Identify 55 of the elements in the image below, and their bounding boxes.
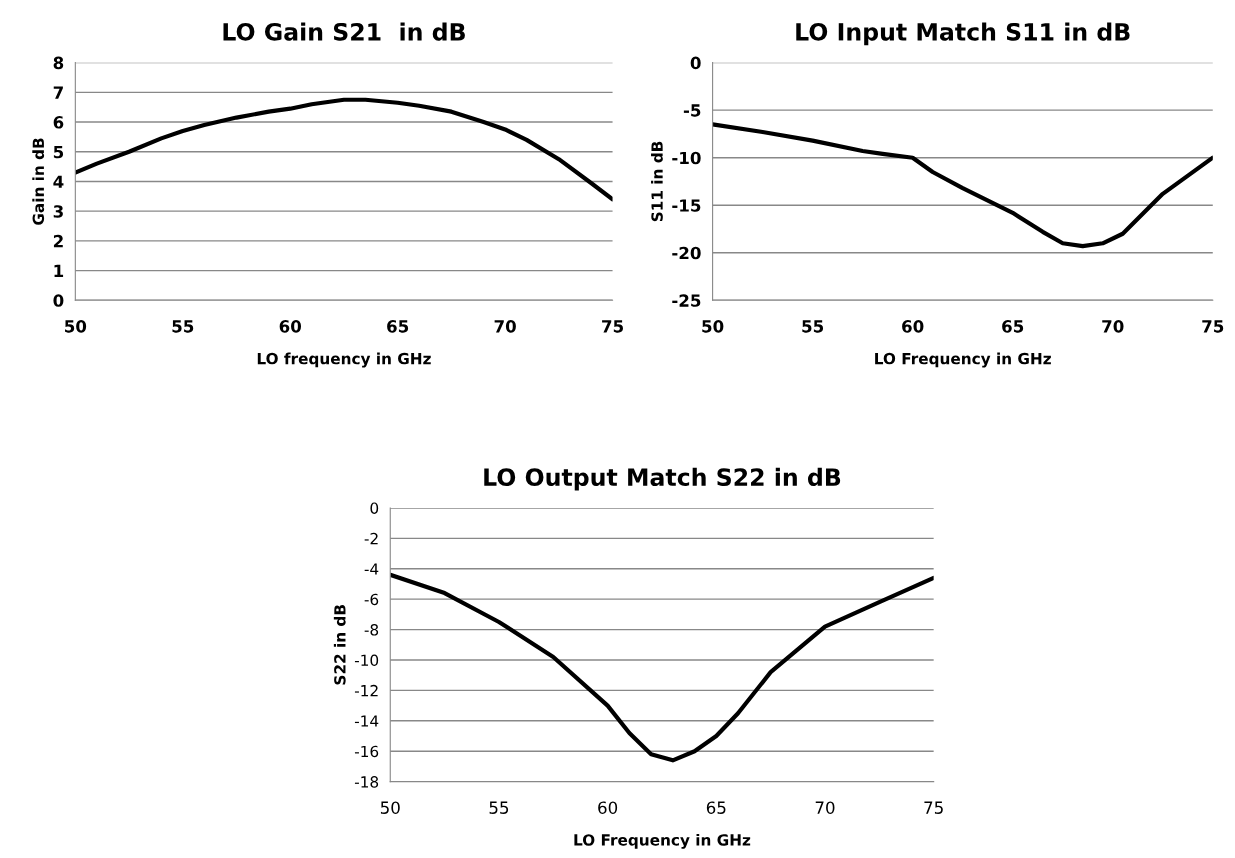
y-tick-label: -6 [364,593,379,606]
y-tick-label: 3 [53,205,63,218]
y-tick-label: 5 [53,145,64,159]
y-tick-label: -4 [364,563,379,575]
x-axis-title: LO Frequency in GHz [574,833,751,849]
y-axis-title: S11 in dB [651,141,663,222]
chart-title: LO Output Match S22 in dB [484,467,841,491]
y-tick-label: -18 [354,776,379,788]
x-tick-label: 50 [702,320,724,333]
x-axis-title: LO Frequency in GHz [875,352,1051,368]
x-tick-label: 70 [815,801,835,814]
chart-title: LO Input Match S11 in dB [796,22,1130,46]
x-tick-label: 75 [602,320,623,333]
y-tick-label: -10 [672,151,701,165]
x-tick-label: 55 [172,320,194,333]
line-series [390,572,934,763]
y-tick-label: 6 [53,116,64,129]
x-tick-label: 65 [706,801,726,814]
x-tick-label: 60 [902,320,924,333]
y-tick-label: 7 [53,86,63,99]
x-tick-label: 55 [489,801,509,814]
y-tick-label: 0 [690,56,701,70]
y-tick-label: 4 [53,175,64,188]
x-tick-label: 50 [380,801,400,814]
x-axis-title: LO frequency in GHz [257,352,431,368]
x-tick-label: 60 [598,801,618,814]
x-tick-label: 65 [1002,320,1024,333]
x-tick-label: 70 [1102,320,1124,333]
x-tick-label: 55 [802,320,824,333]
x-tick-label: 60 [279,320,302,333]
y-tick-label: -20 [672,246,701,260]
y-tick-label: -14 [354,715,379,727]
y-tick-label: -5 [683,104,701,117]
y-tick-label: -15 [672,199,701,212]
x-tick-label: 70 [494,320,516,333]
y-tick-label: 1 [54,264,64,277]
y-tick-label: 8 [53,56,64,70]
y-tick-label: -12 [354,684,378,697]
y-tick-label: 0 [370,502,379,514]
y-tick-label: -10 [354,654,379,667]
y-axis-title: S22 in dB [333,605,346,685]
chart-title: LO Gain S21 in dB [223,22,465,41]
y-tick-label: -8 [364,624,379,636]
y-tick-label: -25 [672,294,701,307]
x-tick-label: 65 [387,320,409,333]
line-series [712,122,1213,249]
y-tick-label: -16 [354,745,379,758]
y-axis-title: Gain in dB [32,138,45,225]
x-tick-label: 50 [65,320,87,333]
x-tick-label: 75 [924,801,943,814]
x-tick-label: 75 [1202,320,1224,333]
y-tick-label: 0 [53,294,64,307]
y-tick-label: 2 [53,234,63,248]
line-series [75,97,613,202]
y-tick-label: -2 [364,532,378,545]
